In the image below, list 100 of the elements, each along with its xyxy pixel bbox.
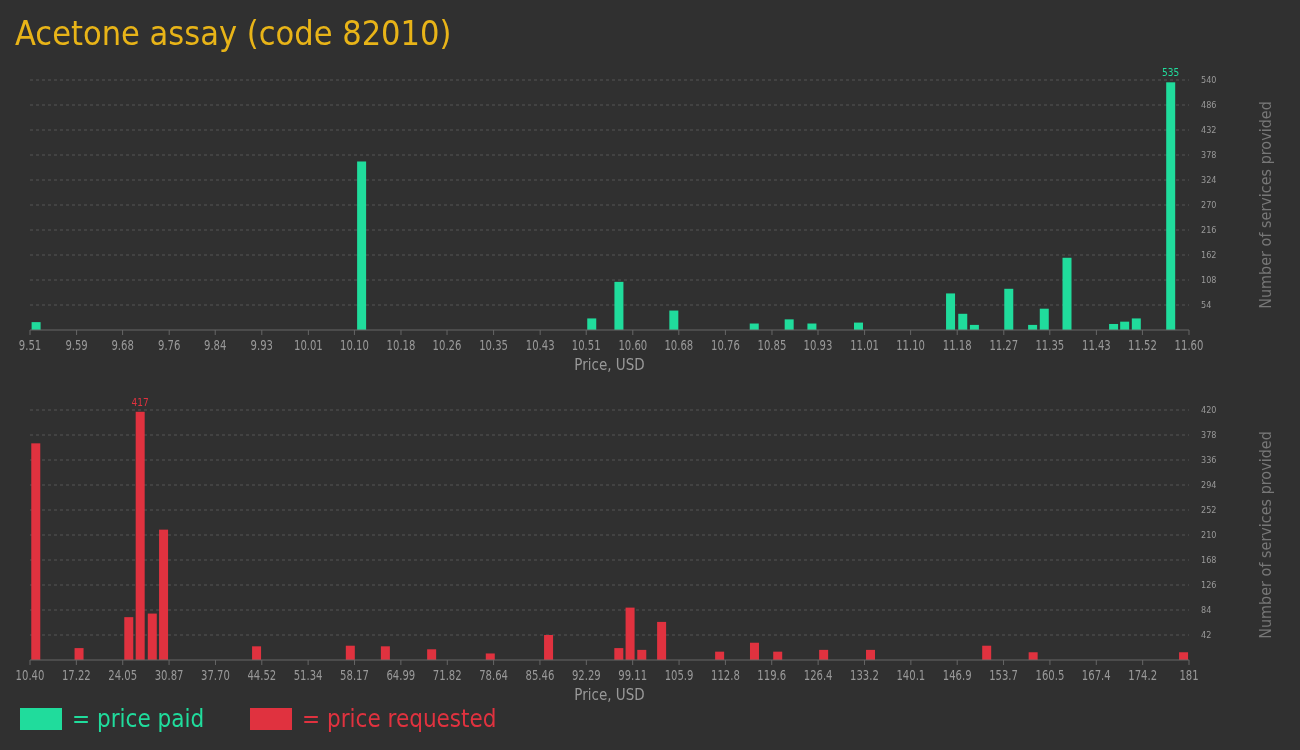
y-axis-title: Number of services provided — [1256, 101, 1275, 309]
x-tick-label: 9.59 — [65, 336, 88, 354]
x-tick-label: 92.29 — [571, 666, 601, 684]
bar — [669, 310, 679, 330]
x-tick-label: 105.9 — [664, 666, 694, 684]
bar — [345, 645, 355, 660]
x-tick-label: 10.35 — [479, 336, 508, 354]
x-tick-label: 10.60 — [618, 336, 648, 354]
bar — [625, 607, 635, 660]
x-tick-label: 10.18 — [386, 336, 416, 354]
bar — [124, 617, 134, 660]
x-tick-label: 9.76 — [158, 336, 181, 354]
x-tick-label: 10.26 — [432, 336, 462, 354]
bar — [380, 646, 390, 660]
bar — [252, 646, 262, 660]
bar — [614, 648, 624, 660]
legend-label: = price paid — [72, 705, 205, 733]
x-tick-label: 9.84 — [204, 336, 227, 354]
x-axis-title: Price, USD — [574, 356, 645, 374]
x-tick-label: 9.68 — [111, 336, 134, 354]
y-tick-label: 432 — [1201, 125, 1217, 135]
x-tick-label: 9.51 — [18, 336, 42, 354]
x-tick-label: 30.87 — [154, 666, 184, 684]
x-tick-label: 51.34 — [293, 666, 323, 684]
bar — [1004, 288, 1014, 330]
bar — [1028, 652, 1038, 660]
bar — [784, 319, 794, 330]
x-tick-label: 37.70 — [201, 666, 230, 684]
x-tick-label: 71.82 — [432, 666, 462, 684]
y-tick-label: 336 — [1201, 455, 1217, 465]
bar — [587, 318, 597, 330]
y-tick-label: 420 — [1201, 405, 1217, 415]
legend-label: = price requested — [302, 705, 497, 733]
chart-title: Acetone assay (code 82010) — [15, 13, 452, 53]
x-tick-label: 11.01 — [850, 336, 879, 354]
x-tick-label: 44.52 — [247, 666, 277, 684]
x-tick-label: 119.6 — [757, 666, 787, 684]
x-tick-label: 181 — [1179, 666, 1199, 684]
x-tick-label: 11.60 — [1174, 336, 1204, 354]
y-tick-label: 216 — [1201, 225, 1217, 235]
bar — [135, 411, 145, 660]
x-tick-label: 64.99 — [386, 666, 416, 684]
x-tick-label: 10.68 — [664, 336, 694, 354]
x-tick-label: 10.76 — [711, 336, 740, 354]
x-tick-label: 160.5 — [1035, 666, 1065, 684]
bar — [946, 293, 956, 330]
y-tick-label: 270 — [1201, 200, 1217, 210]
x-tick-label: 10.85 — [757, 336, 787, 354]
bar — [749, 642, 759, 660]
bar — [1131, 318, 1141, 330]
data-label: 535 — [1162, 67, 1180, 79]
x-tick-label: 10.51 — [571, 336, 601, 354]
x-tick-label: 10.40 — [15, 666, 45, 684]
y-tick-label: 84 — [1201, 605, 1212, 615]
x-tick-label: 11.10 — [896, 336, 926, 354]
y-tick-label: 486 — [1201, 100, 1217, 110]
bar — [1166, 82, 1176, 330]
x-tick-label: 11.35 — [1035, 336, 1065, 354]
bar — [544, 635, 554, 660]
bar — [31, 443, 41, 660]
x-tick-label: 9.93 — [250, 336, 273, 354]
x-tick-label: 146.9 — [942, 666, 972, 684]
x-tick-label: 17.22 — [61, 666, 91, 684]
bar — [958, 313, 968, 330]
bar — [1062, 257, 1072, 330]
y-tick-label: 162 — [1201, 250, 1217, 260]
x-tick-label: 85.46 — [525, 666, 555, 684]
x-tick-label: 78.64 — [479, 666, 508, 684]
y-tick-label: 210 — [1201, 530, 1217, 540]
x-tick-label: 11.43 — [1081, 336, 1111, 354]
bar — [1179, 652, 1189, 660]
x-tick-label: 133.2 — [850, 666, 879, 684]
bar — [357, 161, 367, 330]
x-tick-label: 11.18 — [942, 336, 972, 354]
x-tick-label: 11.27 — [989, 336, 1019, 354]
x-tick-label: 99.11 — [618, 666, 648, 684]
bar — [74, 648, 84, 660]
x-tick-label: 126.4 — [803, 666, 833, 684]
y-tick-label: 378 — [1201, 150, 1217, 160]
bar — [147, 613, 157, 660]
y-tick-label: 42 — [1201, 630, 1212, 640]
x-axis-title: Price, USD — [574, 686, 645, 704]
x-tick-label: 11.52 — [1128, 336, 1157, 354]
bar — [427, 649, 437, 660]
x-tick-label: 167.4 — [1081, 666, 1111, 684]
x-tick-label: 112.8 — [711, 666, 740, 684]
y-tick-label: 378 — [1201, 430, 1217, 440]
bar — [614, 281, 624, 330]
x-tick-label: 10.10 — [340, 336, 369, 354]
y-tick-label: 54 — [1201, 300, 1212, 310]
y-tick-label: 168 — [1201, 555, 1217, 565]
y-tick-label: 294 — [1201, 480, 1217, 490]
y-tick-label: 252 — [1201, 505, 1217, 515]
y-tick-label: 540 — [1201, 75, 1217, 85]
x-tick-label: 140.1 — [896, 666, 926, 684]
x-tick-label: 24.05 — [108, 666, 138, 684]
y-tick-label: 126 — [1201, 580, 1217, 590]
bar — [657, 621, 667, 660]
x-tick-label: 58.17 — [340, 666, 369, 684]
x-tick-label: 10.01 — [293, 336, 323, 354]
